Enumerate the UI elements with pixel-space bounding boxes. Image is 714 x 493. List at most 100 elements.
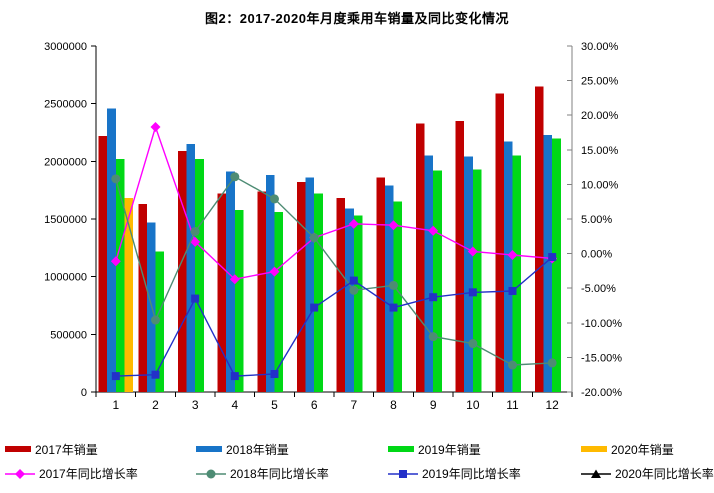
right-tick-label: -20.00%	[581, 387, 622, 399]
legend-item-sales-2018: 2018年销量	[196, 437, 289, 461]
bar-sales-2019-m1	[115, 159, 125, 392]
marker-yoy-2017	[467, 246, 478, 257]
marker-yoy-2019	[548, 253, 557, 262]
marker-yoy-2017	[110, 256, 121, 267]
marker-yoy-2019	[270, 370, 279, 379]
legend-swatch-2019-yoy	[388, 467, 418, 479]
left-tick-label: 1500000	[44, 214, 87, 226]
line-series-yoy-2019	[111, 253, 557, 381]
right-tick-label: 0.00%	[581, 249, 612, 261]
legend-swatch-2020-sales	[581, 446, 607, 452]
bar-series-sales-2020	[124, 198, 133, 392]
bar-sales-2018-m6	[305, 177, 315, 392]
marker-yoy-2019	[191, 294, 200, 303]
legend-swatch-2018-yoy	[196, 467, 226, 479]
right-tick-label: 25.00%	[581, 76, 619, 88]
right-tick-label: 10.00%	[581, 179, 619, 191]
bar-sales-2020-m1	[124, 198, 133, 392]
left-tick-label: 500000	[50, 329, 87, 341]
bar-sales-2019-m12	[552, 138, 561, 392]
bar-sales-2017-m8	[376, 177, 385, 392]
bar-sales-2018-m5	[265, 175, 275, 392]
marker-yoy-2017	[269, 266, 280, 277]
axes	[91, 45, 573, 397]
right-axis	[567, 45, 573, 393]
line-series-yoy-2017	[110, 121, 558, 285]
bar-sales-2018-m7	[345, 208, 354, 392]
legend: 2017年销量 2018年销量 2019年销量 2020年销量 2017年同比增…	[0, 437, 714, 485]
marker-yoy-2018	[428, 332, 438, 342]
bar-sales-2017-m5	[257, 191, 266, 392]
legend-label-2018-sales: 2018年销量	[226, 442, 289, 457]
bar-sales-2017-m4	[217, 193, 227, 392]
left-tick-label: 2000000	[44, 156, 87, 168]
bar-sales-2019-m5	[274, 212, 284, 392]
marker-yoy-2019	[508, 286, 517, 295]
marker-yoy-2017	[388, 220, 399, 231]
x-tick-label: 5	[271, 398, 278, 412]
marker-yoy-2017	[190, 236, 201, 247]
bar-sales-2018-m12	[543, 134, 553, 393]
bar-sales-2018-m1	[107, 108, 116, 393]
x-tick-label: 12	[545, 398, 559, 412]
legend-label-2019-sales: 2019年销量	[418, 442, 481, 457]
legend-swatch-2017-yoy	[5, 467, 35, 479]
legend-item-yoy-2018: 2018年同比增长率	[196, 461, 329, 485]
x-tick-label: 8	[390, 398, 397, 412]
x-tick-label: 9	[430, 398, 437, 412]
line-yoy-2017	[115, 124, 553, 280]
legend-line-glyph-yoy-2020	[581, 469, 611, 478]
chart-title: 图2：2017-2020年月度乘用车销量及同比变化情况	[205, 11, 509, 26]
marker-yoy-2018	[111, 174, 121, 184]
bar-sales-2017-m9	[416, 123, 425, 393]
marker-yoy-2017	[348, 218, 359, 229]
legend-marker-yoy-2019	[399, 470, 407, 478]
bar-sales-2017-m12	[535, 86, 544, 393]
marker-yoy-2019	[349, 276, 358, 285]
legend-line-glyph-yoy-2017	[5, 469, 35, 479]
bar-sales-2017-m10	[455, 121, 465, 392]
legend-item-sales-2019: 2019年销量	[388, 437, 481, 461]
legend-marker-yoy-2017	[15, 469, 25, 479]
legend-swatch-2017-sales	[5, 446, 31, 452]
marker-yoy-2018	[270, 194, 279, 204]
x-tick-label: 2	[152, 398, 159, 412]
right-tick-label: -5.00%	[581, 283, 616, 295]
marker-yoy-2017	[229, 274, 240, 285]
bar-sales-2018-m3	[186, 144, 196, 392]
bar-sales-2019-m6	[314, 193, 323, 392]
x-tick-label: 7	[350, 398, 357, 412]
marker-yoy-2018	[151, 315, 160, 325]
plot-area: 3000000 2500000 2000000 1500000 1000000 50000…	[44, 41, 622, 412]
x-tick-label: 3	[192, 398, 199, 412]
bar-series-sales-2019	[115, 138, 561, 392]
bar-sales-2017-m3	[178, 151, 187, 392]
x-tick-label: 11	[506, 398, 519, 412]
legend-label-2018-yoy: 2018年同比增长率	[230, 466, 329, 481]
left-tick-label: 3000000	[44, 41, 87, 53]
bar-sales-2019-m4	[234, 209, 244, 392]
bar-sales-2017-m7	[336, 198, 346, 392]
legend-swatch-2020-yoy	[581, 467, 611, 479]
bar-sales-2019-m10	[472, 169, 482, 392]
marker-yoy-2018	[547, 358, 557, 368]
legend-row-lines: 2017年同比增长率 2018年同比增长率 2019年同比增长率 2020年同比…	[0, 461, 714, 485]
bar-sales-2017-m11	[495, 93, 504, 393]
legend-marker-yoy-2018	[206, 469, 216, 479]
left-tick-label: 0	[81, 387, 87, 399]
legend-label-2020-yoy: 2020年同比增长率	[615, 466, 714, 481]
bar-sales-2017-m2	[138, 204, 147, 392]
right-tick-label: 15.00%	[581, 145, 619, 157]
marker-yoy-2018	[468, 339, 478, 349]
legend-label-2020-sales: 2020年销量	[611, 442, 674, 457]
marker-yoy-2017	[150, 121, 161, 132]
right-tick-label: -10.00%	[581, 318, 622, 330]
marker-yoy-2019	[111, 372, 120, 381]
bar-sales-2019-m8	[393, 201, 403, 392]
marker-yoy-2018	[190, 226, 200, 236]
bar-sales-2019-m11	[512, 155, 522, 392]
bar-sales-2018-m11	[503, 141, 513, 392]
right-tick-label: 5.00%	[581, 214, 612, 226]
marker-yoy-2019	[429, 293, 438, 302]
